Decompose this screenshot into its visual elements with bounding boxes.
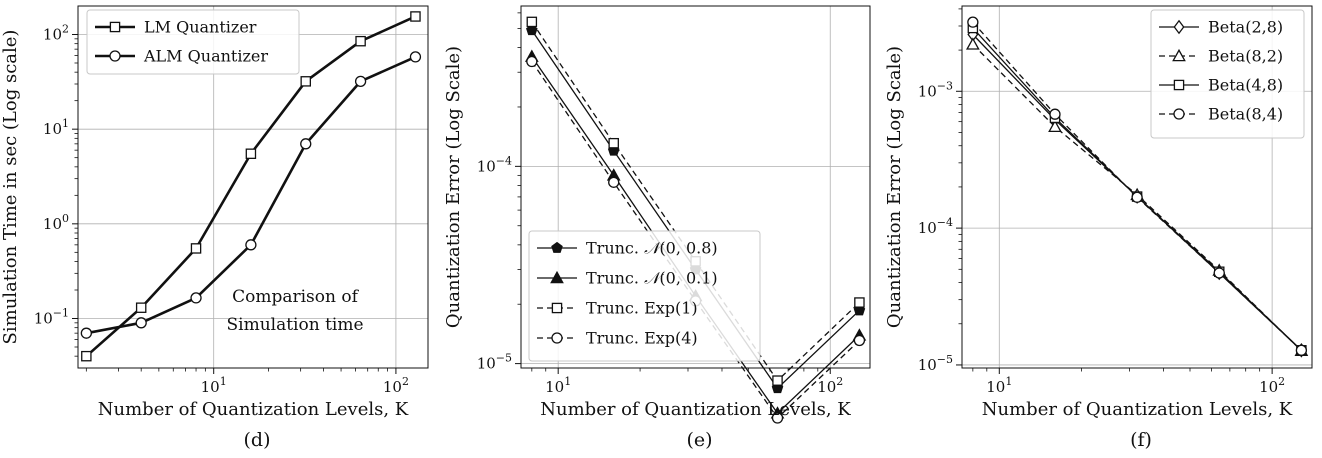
x-tick-label: 101 [201, 375, 227, 396]
data-point [1131, 191, 1143, 203]
legend-label: Beta(4,8) [1208, 76, 1283, 95]
data-point [771, 412, 784, 424]
legend-marker [109, 50, 121, 62]
legend-marker [1172, 48, 1186, 62]
legend-label: Beta(2,8) [1208, 18, 1283, 37]
legend-marker [1173, 19, 1185, 35]
data-point [245, 148, 257, 159]
data-point [245, 239, 257, 251]
data-point [772, 375, 783, 386]
y-tick-label: 100 [43, 212, 69, 233]
y-axis-label: Quantization Error (Log Scale) [884, 46, 905, 328]
data-point [1048, 119, 1062, 133]
data-point [190, 243, 202, 254]
series-2 [80, 51, 422, 339]
data-point [300, 76, 311, 87]
x-axis-label: Number of Quantization Levels, K [540, 399, 851, 420]
data-point [526, 16, 538, 28]
plot-frame [77, 5, 429, 369]
panel-label: (f) [1130, 429, 1152, 451]
y-tick-label: 101 [43, 117, 69, 138]
data-point [967, 16, 979, 28]
annotation-text: Comparison of [232, 287, 359, 307]
legend-label: LM Quantizer [144, 18, 257, 37]
data-point [608, 176, 620, 188]
legend-marker [550, 270, 564, 284]
legend-label: Trunc. Exp(4) [586, 329, 698, 348]
x-axis-label: Number of Quantization Levels, K [98, 399, 409, 420]
data-point [608, 137, 619, 149]
series-1 [81, 11, 421, 362]
chart-panel-1: 101 102 10−1 100 101 102 Number of Quantizatio… [0, 5, 429, 451]
y-tick-label: 102 [43, 22, 69, 43]
x-tick-label: 101 [986, 375, 1012, 396]
legend-label: Trunc. Exp(1) [586, 299, 698, 318]
legend-label: Trunc. 𝒩(0, 0.8) [586, 239, 718, 258]
legend: Beta(2,8) Beta(8,2) Beta(4,8) Beta(8,4) [1150, 9, 1305, 139]
data-point [354, 75, 367, 87]
data-point [853, 334, 866, 347]
data-point [135, 317, 147, 329]
plot-frame [961, 5, 1313, 369]
data-point [300, 138, 312, 150]
legend-box [528, 230, 761, 362]
series-4 [967, 16, 1308, 356]
x-tick-label: 101 [545, 375, 571, 396]
legend-marker [1173, 108, 1185, 120]
y-tick-label: 10−4 [477, 154, 512, 175]
legend-marker [551, 302, 563, 314]
panel-label: (e) [686, 429, 712, 451]
chart-panel-3: 101 102 10−5 10−4 10−3 Number of Quantization… [884, 5, 1313, 451]
legend-label: Trunc. 𝒩(0, 0.1) [586, 269, 718, 288]
panel-label: (d) [244, 429, 271, 451]
y-axis-label: Quantization Error (Log Scale) [443, 46, 464, 328]
data-point [1049, 108, 1061, 120]
data-point [965, 37, 980, 50]
y-tick-label: 10−3 [918, 79, 953, 100]
annotation-text: Simulation time [226, 315, 363, 335]
x-axis-label: Number of Quantization Levels, K [982, 399, 1293, 420]
legend-label: Beta(8,4) [1208, 105, 1283, 124]
data-point [526, 55, 538, 68]
data-point [81, 350, 92, 362]
legend-marker [551, 241, 563, 253]
legend: LM Quantizer ALM Quantizer [86, 9, 300, 75]
data-point [355, 35, 366, 47]
legend-marker [551, 332, 563, 344]
y-tick-label: 10−5 [477, 352, 512, 373]
data-point [80, 327, 92, 339]
y-tick-label: 10−1 [34, 307, 69, 328]
data-point [135, 302, 147, 313]
data-point [526, 24, 538, 36]
legend-box [1150, 9, 1305, 139]
data-point [190, 292, 202, 304]
legend: Trunc. 𝒩(0, 0.8) Trunc. 𝒩(0, 0.1) Trunc. E… [528, 230, 761, 362]
legend-label: ALM Quantizer [143, 47, 268, 66]
plot-frame [520, 5, 871, 369]
legend-marker [1173, 79, 1185, 91]
data-point [854, 297, 865, 308]
x-tick-label: 102 [817, 375, 843, 396]
legend-box [86, 9, 300, 75]
y-tick-label: 10−4 [918, 216, 953, 237]
y-axis-label: Simulation Time in sec (Log scale) [0, 30, 21, 345]
data-point [410, 11, 421, 22]
y-tick-label: 10−5 [918, 353, 953, 374]
legend-label: Beta(8,2) [1208, 47, 1283, 66]
data-point [1213, 267, 1225, 279]
legend-marker [109, 21, 121, 33]
x-tick-label: 102 [383, 375, 409, 396]
data-point [1295, 344, 1308, 356]
data-point [409, 51, 422, 63]
x-tick-label: 102 [1259, 375, 1285, 396]
